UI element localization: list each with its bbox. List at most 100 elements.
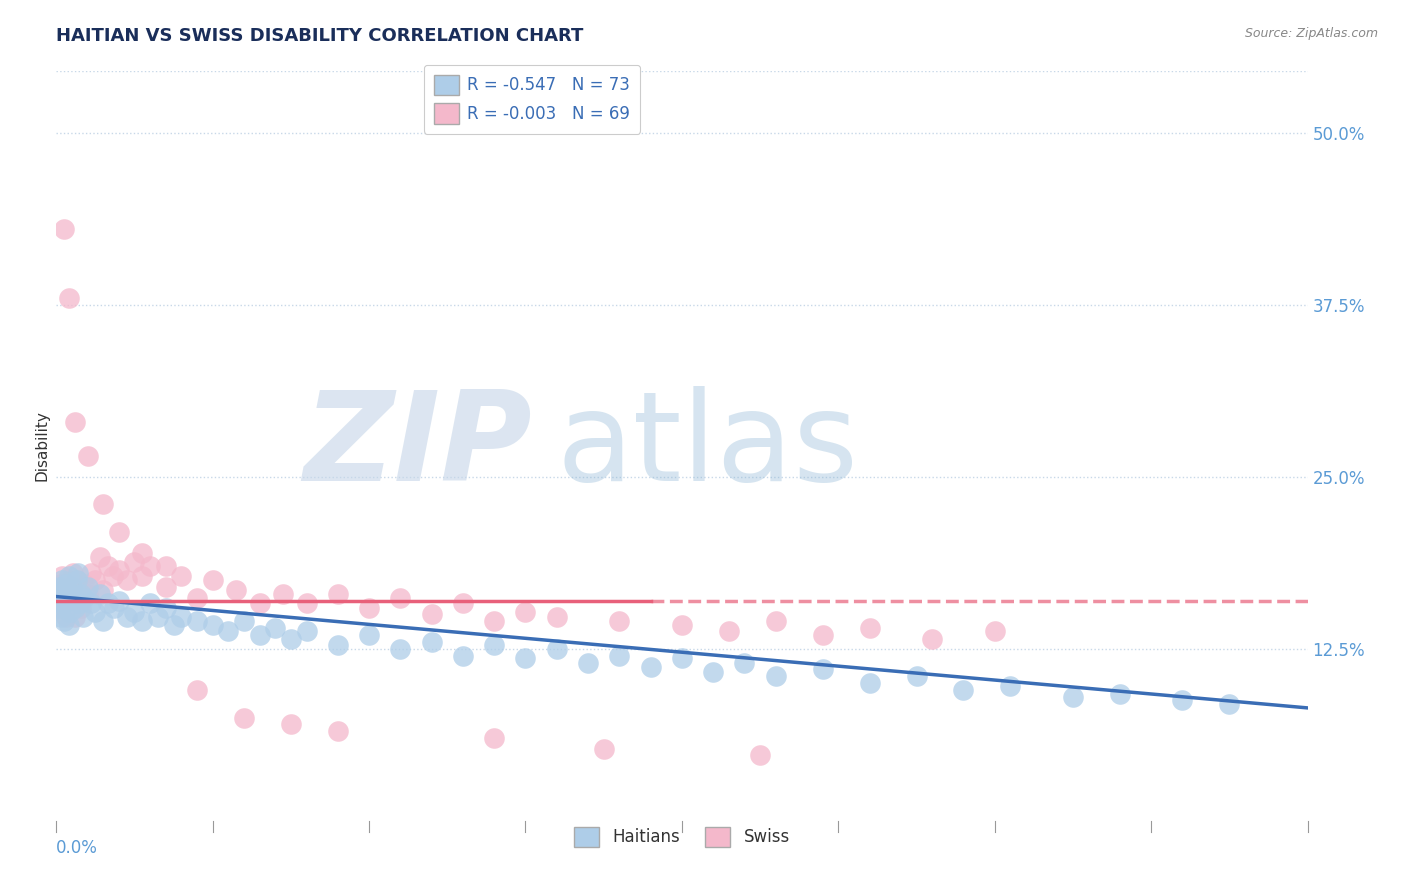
Point (49, 610, 72, 624)
Point (170, 569, 193, 583)
Point (186, 615, 208, 629)
Point (46, 587, 69, 601)
Point (389, 591, 412, 605)
Point (359, 628, 381, 642)
Point (59, 587, 82, 601)
Point (55, 610, 77, 624)
Point (72, 610, 94, 624)
Point (76, 580, 98, 594)
Text: atlas: atlas (557, 385, 859, 507)
Point (139, 596, 162, 610)
Point (264, 621, 287, 635)
Point (53, 591, 76, 605)
Point (420, 607, 443, 622)
Point (162, 618, 184, 632)
Point (60, 580, 83, 594)
Point (48, 580, 70, 594)
Point (811, 628, 834, 642)
Point (65, 573, 87, 587)
Point (124, 555, 146, 569)
Point (326, 587, 349, 601)
Point (146, 610, 169, 624)
Point (108, 524, 131, 539)
Text: HAITIAN VS SWISS DISABILITY CORRELATION CHART: HAITIAN VS SWISS DISABILITY CORRELATION … (56, 27, 583, 45)
Point (101, 569, 124, 583)
Point (155, 580, 177, 594)
Point (51, 600, 73, 615)
Point (63, 610, 86, 624)
Point (51, 569, 73, 583)
Point (84, 573, 107, 587)
Point (1218, 697, 1240, 711)
Point (484, 638, 506, 652)
Point (73, 577, 96, 591)
Point (734, 656, 756, 670)
Point (131, 569, 153, 583)
Point (53, 615, 76, 629)
Point (67, 566, 90, 581)
Point (858, 621, 880, 635)
Point (76, 587, 98, 601)
Point (717, 624, 740, 638)
Point (451, 648, 474, 663)
Point (702, 665, 724, 680)
Point (58, 596, 80, 610)
Point (62, 591, 84, 605)
Point (139, 559, 162, 574)
Point (69, 582, 91, 597)
Point (59, 605, 82, 619)
Point (58, 291, 80, 305)
Point (233, 615, 256, 629)
Point (49, 591, 72, 605)
Point (484, 615, 506, 629)
Point (60, 591, 83, 605)
Point (1171, 692, 1194, 706)
Point (515, 651, 537, 665)
Point (55, 600, 77, 615)
Point (97, 559, 120, 574)
Point (46, 587, 69, 601)
Point (201, 573, 224, 587)
Point (155, 559, 177, 574)
Point (89, 587, 111, 601)
Point (765, 615, 787, 629)
Point (53, 582, 76, 597)
Point (640, 659, 662, 673)
Point (271, 587, 294, 601)
Legend: Haitians, Swiss: Haitians, Swiss (568, 820, 796, 854)
Point (225, 582, 247, 597)
Point (67, 596, 90, 610)
Point (280, 717, 302, 731)
Point (76, 450, 98, 464)
Point (55, 577, 77, 591)
Point (389, 641, 412, 656)
Point (51, 573, 73, 587)
Text: Source: ZipAtlas.com: Source: ZipAtlas.com (1244, 27, 1378, 40)
Point (295, 596, 318, 610)
Point (905, 669, 928, 683)
Point (546, 641, 568, 656)
Point (58, 618, 80, 632)
Point (124, 605, 146, 619)
Point (69, 596, 91, 610)
Point (671, 651, 693, 665)
Point (70, 600, 93, 615)
Point (609, 648, 631, 663)
Point (811, 662, 834, 676)
Point (326, 724, 349, 739)
Point (131, 545, 153, 559)
Point (1062, 690, 1084, 704)
Point (115, 610, 138, 624)
Point (515, 605, 537, 619)
Point (59, 573, 82, 587)
Point (249, 628, 271, 642)
Point (233, 710, 256, 724)
Point (451, 596, 474, 610)
Point (108, 593, 131, 607)
Point (952, 683, 974, 698)
Point (79, 566, 101, 581)
Point (1109, 687, 1132, 701)
Point (326, 638, 349, 652)
Point (186, 683, 208, 698)
Point (115, 573, 138, 587)
